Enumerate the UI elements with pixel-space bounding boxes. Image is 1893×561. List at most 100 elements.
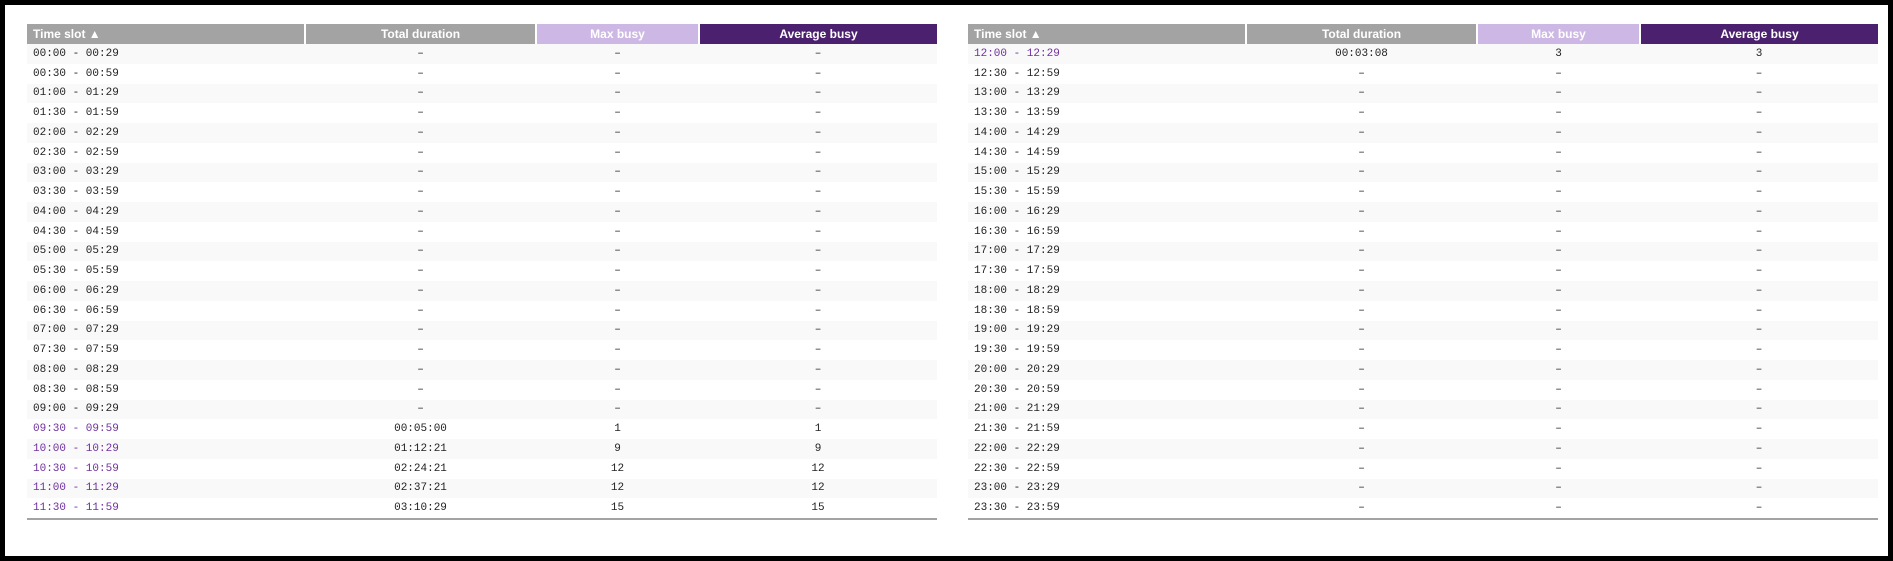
- max-busy-cell: 15: [536, 498, 699, 520]
- time-slot-cell: 02:00 - 02:29: [27, 123, 305, 143]
- table-row: 21:00 - 21:29– – –: [968, 399, 1878, 420]
- time-slot-cell: 01:30 - 01:59: [33, 107, 119, 120]
- table-row: 19:00 - 19:29– – –: [968, 320, 1878, 341]
- average-busy-cell: –: [699, 360, 937, 380]
- max-busy-cell: –: [1477, 439, 1640, 459]
- table-row: 16:30 - 16:59 – – –: [968, 222, 1878, 242]
- max-busy-cell: –: [614, 304, 621, 317]
- table-header-row: Time slot ▲ Total duration Max busy Aver…: [968, 24, 1878, 44]
- time-slot-cell: 14:30 - 14:59: [974, 146, 1060, 159]
- total-duration-cell: –: [1358, 146, 1365, 159]
- table-row: 05:30 - 05:59 – – –: [27, 261, 937, 281]
- table-row: 04:00 - 04:29– – –: [27, 202, 937, 222]
- max-busy-cell: –: [614, 107, 621, 120]
- max-busy-cell: –: [1555, 462, 1562, 475]
- max-busy-cell: –: [614, 344, 621, 357]
- max-busy-cell: 1: [614, 423, 621, 436]
- average-busy-cell: –: [1755, 225, 1763, 238]
- time-slot-cell: 17:30 - 17:59: [974, 265, 1060, 278]
- total-duration-cell: –: [1358, 304, 1365, 317]
- table-row: 09:00 - 09:29– – –: [27, 399, 937, 420]
- table-row: 01:30 - 01:59 – – –: [27, 103, 937, 123]
- total-duration-cell: –: [1246, 478, 1477, 499]
- average-busy-cell: 15: [699, 498, 937, 520]
- max-busy-header[interactable]: Max busy: [536, 24, 700, 44]
- max-busy-cell: –: [1477, 83, 1640, 104]
- max-busy-cell: –: [1555, 304, 1562, 317]
- table-row: 14:30 - 14:59 – – –: [968, 143, 1878, 163]
- total-duration-header[interactable]: Total duration: [305, 24, 537, 44]
- table-row: 05:00 - 05:29– – –: [27, 241, 937, 262]
- total-duration-cell: –: [1358, 107, 1365, 120]
- average-busy-cell: –: [1755, 265, 1763, 278]
- time-slot-header[interactable]: Time slot ▲: [27, 24, 306, 44]
- average-busy-cell: –: [1755, 304, 1763, 317]
- time-slot-cell: 11:30 - 11:59: [27, 498, 305, 520]
- average-busy-cell: 9: [699, 439, 937, 459]
- table-row: 02:30 - 02:59 – – –: [27, 143, 937, 163]
- max-busy-cell: –: [614, 67, 621, 80]
- total-duration-cell: –: [1358, 344, 1365, 357]
- time-slot-table-pm: Time slot ▲ Total duration Max busy Aver…: [968, 24, 1878, 520]
- table-row: 07:00 - 07:29– – –: [27, 320, 937, 341]
- table-row: 23:30 - 23:59– – –: [968, 498, 1878, 520]
- total-duration-cell: –: [1246, 123, 1477, 143]
- table-row: 12:30 - 12:59 – – –: [968, 64, 1878, 84]
- total-duration-cell: –: [1246, 241, 1477, 262]
- table-row: 15:30 - 15:59 – – –: [968, 182, 1878, 202]
- max-busy-cell: –: [1555, 186, 1562, 199]
- average-busy-cell: –: [699, 281, 937, 301]
- max-busy-cell: –: [1555, 225, 1562, 238]
- table-row: 12:00 - 12:29 00:03:08 3 3: [968, 44, 1878, 64]
- max-busy-cell: –: [536, 281, 699, 301]
- max-busy-cell: 3: [1477, 44, 1640, 64]
- time-slot-cell: 00:30 - 00:59: [33, 67, 119, 80]
- average-busy-cell: –: [1755, 423, 1763, 436]
- average-busy-cell: –: [699, 44, 937, 64]
- max-busy-cell: 9: [536, 439, 699, 459]
- average-busy-cell: –: [699, 123, 937, 143]
- max-busy-cell: –: [1555, 265, 1562, 278]
- max-busy-header[interactable]: Max busy: [1477, 24, 1641, 44]
- average-busy-cell: –: [1755, 462, 1763, 475]
- max-busy-cell: –: [614, 225, 621, 238]
- max-busy-cell: –: [1555, 107, 1562, 120]
- total-duration-cell: 02:37:21: [305, 478, 536, 499]
- total-duration-header[interactable]: Total duration: [1246, 24, 1478, 44]
- time-slot-cell: 03:00 - 03:29: [27, 162, 305, 183]
- max-busy-cell: –: [536, 202, 699, 222]
- average-busy-cell: –: [1755, 186, 1763, 199]
- max-busy-cell: –: [1477, 123, 1640, 143]
- time-slot-cell: 19:00 - 19:29: [968, 320, 1246, 341]
- table-row: 01:00 - 01:29– – –: [27, 83, 937, 104]
- total-duration-cell: –: [1358, 225, 1365, 238]
- max-busy-cell: –: [614, 383, 621, 396]
- table-row: 11:00 - 11:29 02:37:21 12 12: [27, 478, 937, 499]
- table-row: 18:00 - 18:29– – –: [968, 281, 1878, 301]
- average-busy-header[interactable]: Average busy: [699, 24, 937, 44]
- max-busy-cell: –: [614, 265, 621, 278]
- average-busy-cell: –: [814, 107, 822, 120]
- total-duration-cell: 02:24:21: [394, 462, 447, 475]
- table-header-row: Time slot ▲ Total duration Max busy Aver…: [27, 24, 937, 44]
- total-duration-cell: 03:10:29: [305, 498, 536, 520]
- max-busy-cell: –: [1555, 344, 1562, 357]
- average-busy-cell: –: [699, 162, 937, 183]
- total-duration-cell: –: [1358, 383, 1365, 396]
- average-busy-cell: –: [814, 225, 822, 238]
- table-row: 09:30 - 09:59 00:05:00 1 1: [27, 419, 937, 439]
- total-duration-cell: –: [417, 304, 424, 317]
- table-row: 18:30 - 18:59 – – –: [968, 301, 1878, 321]
- total-duration-cell: –: [1246, 320, 1477, 341]
- time-slot-cell: 16:30 - 16:59: [974, 225, 1060, 238]
- total-duration-cell: –: [1246, 202, 1477, 222]
- table-row: 00:00 - 00:29– – –: [27, 44, 937, 64]
- table-row: 08:00 - 08:29– – –: [27, 360, 937, 380]
- max-busy-cell: –: [536, 399, 699, 420]
- average-busy-header[interactable]: Average busy: [1640, 24, 1878, 44]
- total-duration-cell: –: [1246, 360, 1477, 380]
- total-duration-cell: –: [417, 186, 424, 199]
- table-row: 10:30 - 10:59 02:24:21 12 12: [27, 459, 937, 479]
- time-slot-header[interactable]: Time slot ▲: [968, 24, 1247, 44]
- table-row: 13:30 - 13:59 – – –: [968, 103, 1878, 123]
